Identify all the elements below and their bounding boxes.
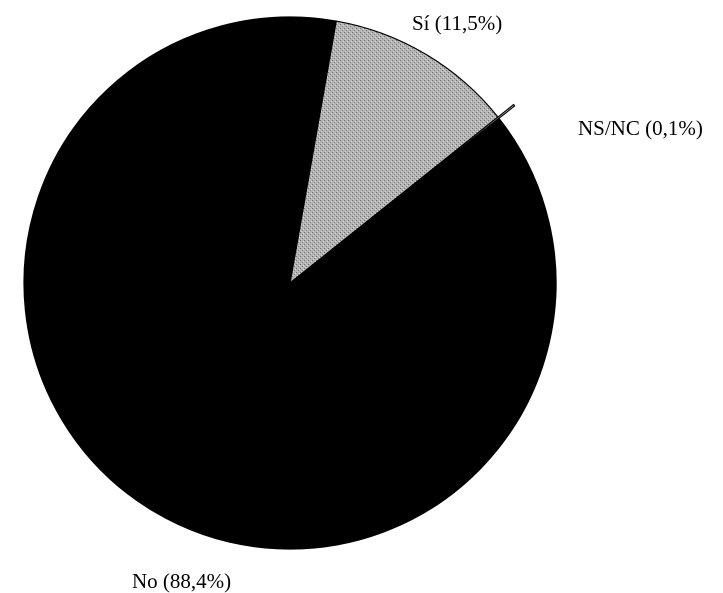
pie-slices xyxy=(23,16,557,550)
pie-slice-no xyxy=(23,16,557,550)
slice-label-no: No (88,4%) xyxy=(132,569,231,593)
slice-label-nsnc: NS/NC (0,1%) xyxy=(578,116,703,140)
slice-label-si: Sí (11,5%) xyxy=(412,11,502,35)
pie-slice-s xyxy=(289,20,499,285)
